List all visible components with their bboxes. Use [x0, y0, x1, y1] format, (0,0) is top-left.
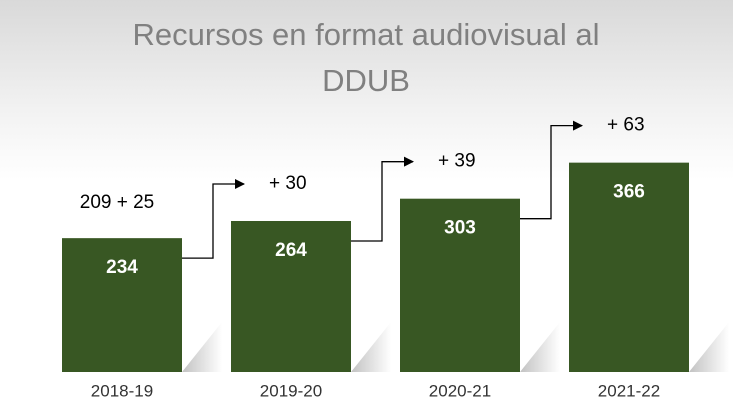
annotation: + 30 — [269, 173, 307, 194]
x-tick-label: 2020-21 — [429, 381, 491, 400]
annotation: + 39 — [438, 151, 476, 172]
value-label: 264 — [275, 240, 307, 261]
x-tick-label: 2018-19 — [91, 381, 153, 400]
annotation: + 63 — [607, 115, 645, 136]
bar-shadow — [520, 322, 560, 372]
bar-shadow — [689, 322, 729, 372]
value-label: 366 — [613, 182, 645, 203]
x-tick-label: 2021-22 — [598, 381, 660, 400]
bar — [231, 220, 351, 372]
arrow — [351, 156, 414, 242]
chart-title: Recursos en format audiovisual al DDUB — [132, 17, 600, 98]
bar — [400, 198, 520, 372]
bar — [569, 162, 689, 372]
x-tick-label: 2019-20 — [260, 381, 322, 400]
value-label: 234 — [106, 257, 138, 278]
arrow — [182, 178, 245, 259]
value-label: 303 — [444, 218, 476, 239]
bar-shadow — [182, 322, 222, 372]
bar-shadow — [351, 322, 391, 372]
arrow — [520, 120, 583, 220]
annotation: 209 + 25 — [80, 192, 155, 213]
bar — [62, 238, 182, 372]
